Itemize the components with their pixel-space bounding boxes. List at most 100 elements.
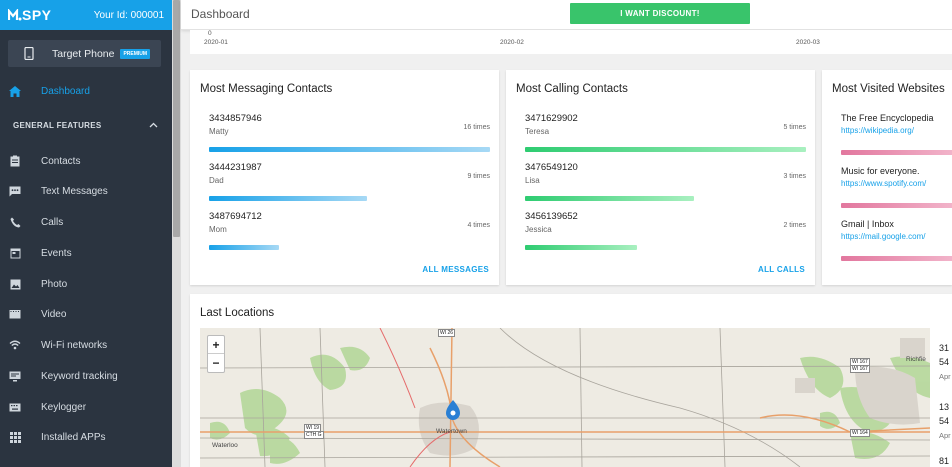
keyword-icon [9, 370, 21, 382]
sidebar-item-label: Video [41, 308, 67, 320]
user-id: Your Id: 000001 [93, 9, 164, 21]
sidebar-item-keylogger[interactable]: Keylogger [0, 396, 172, 418]
sidebar-item-label: Installed APPs [41, 431, 106, 443]
website-entry[interactable]: Gmail | Inbox https://mail.google.com/ [841, 219, 952, 241]
sidebar-item-events[interactable]: Events [0, 242, 172, 264]
visited-websites-card: Most Visited Websites The Free Encyclope… [822, 70, 952, 285]
map-zoom-controls: + − [207, 335, 225, 373]
website-entry[interactable]: The Free Encyclopedia https://wikipedia.… [841, 113, 952, 135]
contact-name: Jessica [525, 225, 552, 234]
contact-count: 5 times [783, 124, 806, 131]
road-shield: WI 164 [850, 429, 870, 437]
premium-badge: PREMIUM [120, 48, 151, 59]
video-icon [9, 308, 21, 320]
calling-contacts-card: Most Calling Contacts 3471629902 Teresa … [506, 70, 815, 285]
contact-count: 3 times [783, 173, 806, 180]
website-url[interactable]: https://mail.google.com/ [841, 232, 926, 241]
contact-entry[interactable]: 3456139652 Jessica 2 times [525, 211, 806, 234]
target-phone-selector[interactable]: Target Phone PREMIUM [8, 40, 161, 67]
zoom-out-button[interactable]: − [212, 356, 220, 370]
frequency-bar [209, 245, 279, 250]
website-title: Gmail | Inbox [841, 219, 894, 229]
contact-entry[interactable]: 3476549120 Lisa 3 times [525, 162, 806, 185]
frequency-bar [525, 147, 806, 152]
frequency-bar [209, 196, 367, 201]
location-entry-date: Apr [939, 372, 951, 381]
sidebar-item-text-messages[interactable]: Text Messages [0, 180, 172, 202]
sidebar-item-label: Text Messages [41, 185, 108, 197]
messaging-contacts-card: Most Messaging Contacts 3434857946 Matty… [190, 70, 499, 285]
website-url[interactable]: https://wikipedia.org/ [841, 126, 914, 135]
sidebar-scrollbar[interactable] [172, 0, 181, 467]
website-title: Music for everyone. [841, 166, 920, 176]
sidebar-item-photo[interactable]: Photo [0, 273, 172, 295]
contact-number: 3471629902 [525, 113, 578, 124]
all-calls-link[interactable]: ALL CALLS [758, 265, 805, 274]
location-entry-line: 31 [939, 343, 950, 353]
website-url[interactable]: https://www.spotify.com/ [841, 179, 927, 188]
all-messages-link[interactable]: ALL MESSAGES [422, 265, 489, 274]
sidebar-item-installed-apps[interactable]: Installed APPs [0, 426, 172, 448]
contact-entry[interactable]: 3444231987 Dad 9 times [209, 162, 490, 185]
contact-entry[interactable]: 3471629902 Teresa 5 times [525, 113, 806, 136]
logo[interactable]: SPY [8, 7, 52, 23]
contact-entry[interactable]: 3434857946 Matty 16 times [209, 113, 490, 136]
road-shield: WI 26 [438, 329, 456, 337]
scrollbar-thumb[interactable] [173, 0, 180, 237]
activity-chart-axis: 0 2020-01 2020-02 2020-03 [190, 30, 952, 54]
page-title: Dashboard [191, 7, 250, 21]
contact-entry[interactable]: 3487694712 Mom 4 times [209, 211, 490, 234]
location-entry-date: Apr [939, 431, 951, 440]
map-canvas [200, 328, 930, 467]
chevron-up-icon [149, 121, 158, 130]
phone-device-icon [18, 47, 40, 60]
sidebar-item-label: Wi-Fi networks [41, 339, 108, 351]
sidebar-item-wifi[interactable]: Wi-Fi networks [0, 334, 172, 356]
sidebar-item-label: Calls [41, 216, 64, 228]
axis-date-label: 2020-03 [796, 39, 820, 46]
zoom-in-button[interactable]: + [208, 336, 224, 354]
contacts-icon [9, 155, 21, 167]
axis-date-label: 2020-01 [204, 39, 228, 46]
phone-icon [9, 216, 21, 228]
location-entry-line: 13 [939, 402, 950, 412]
sidebar-item-video[interactable]: Video [0, 303, 172, 325]
frequency-bar [841, 203, 952, 208]
location-entry-line: 54 [939, 357, 950, 367]
contact-name: Teresa [525, 127, 550, 136]
contact-number: 3456139652 [525, 211, 578, 222]
sidebar-header: SPY Your Id: 000001 [0, 0, 172, 30]
sidebar-item-dashboard[interactable]: Dashboard [0, 80, 172, 102]
section-title: GENERAL FEATURES [13, 121, 102, 130]
contact-count: 4 times [467, 222, 490, 229]
contact-name: Dad [209, 176, 224, 185]
frequency-bar [841, 256, 952, 261]
location-map[interactable]: + − Waterloo Watertown Richfie WI 26 WI … [200, 328, 930, 467]
contact-count: 9 times [467, 173, 490, 180]
contact-number: 3444231987 [209, 162, 262, 173]
location-entry-line: 81 [939, 456, 950, 466]
calendar-icon [9, 247, 21, 259]
sidebar-item-label: Keylogger [41, 401, 87, 413]
home-icon [9, 85, 21, 97]
sidebar-item-calls[interactable]: Calls [0, 211, 172, 233]
contact-name: Lisa [525, 176, 540, 185]
logo-text: SPY [22, 7, 52, 23]
website-entry[interactable]: Music for everyone. https://www.spotify.… [841, 166, 952, 188]
card-title: Most Visited Websites [832, 83, 945, 95]
discount-button[interactable]: I WANT DISCOUNT! [570, 3, 750, 24]
photo-icon [9, 278, 21, 290]
sidebar-item-keyword-tracking[interactable]: Keyword tracking [0, 365, 172, 387]
contact-number: 3434857946 [209, 113, 262, 124]
frequency-bar [525, 245, 637, 250]
location-pin [446, 400, 460, 420]
sidebar-item-contacts[interactable]: Contacts [0, 150, 172, 172]
logo-mark-icon [8, 9, 22, 21]
card-title: Last Locations [200, 307, 275, 319]
card-title: Most Messaging Contacts [200, 83, 333, 95]
keyboard-icon [9, 401, 21, 413]
contact-number: 3476549120 [525, 162, 578, 173]
top-bar: Dashboard I WANT DISCOUNT! [181, 0, 952, 30]
general-features-section[interactable]: GENERAL FEATURES [13, 121, 158, 130]
frequency-bar [841, 150, 952, 155]
